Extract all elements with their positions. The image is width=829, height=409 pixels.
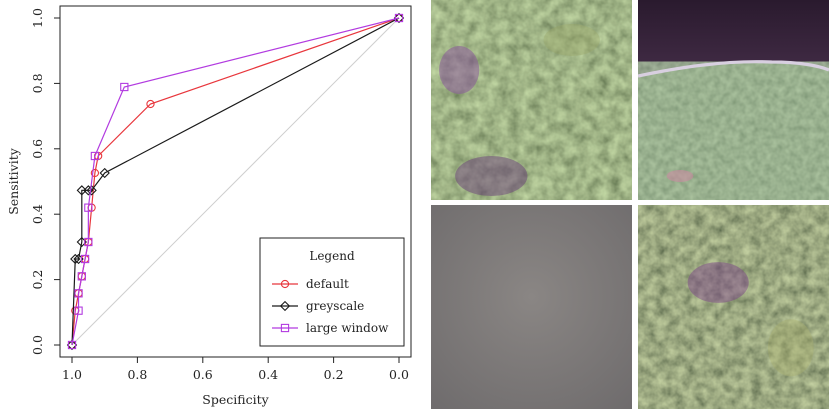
y-axis-label: Sensitivity: [6, 147, 21, 215]
data-point: [120, 82, 129, 92]
y-tick-label: 1.0: [30, 8, 45, 28]
data-point: [67, 340, 77, 350]
foliage-photo-bottom-right: [638, 205, 829, 409]
legend-label: default: [306, 277, 349, 291]
data-point: [70, 253, 81, 265]
legend-entry: default: [272, 277, 349, 291]
y-tick-label: 0.2: [30, 270, 45, 290]
plot-frame: [59, 5, 412, 358]
blank-grey-photo-bottom-left: [431, 205, 632, 409]
hillside-photo-top-right: [638, 0, 829, 200]
axis-layer: 1.0 0.8 0.6 0.4 0.2 0.0 0.0 0.2 0.4 0.6 0.8 1.0: [30, 8, 409, 382]
data-point: [393, 12, 405, 24]
series-line: [71, 17, 400, 346]
data-point: [90, 151, 100, 161]
legend-marker: [279, 300, 291, 312]
data-point: [77, 272, 86, 281]
foliage-photo-top-left: [431, 0, 632, 200]
legend-marker: [280, 279, 290, 289]
legend-entry: greyscale: [272, 299, 364, 313]
reference-diagonal-layer: [71, 17, 400, 346]
data-point: [80, 254, 90, 264]
x-axis-label: Specificity: [202, 392, 269, 407]
y-tick-label: 0.4: [30, 204, 45, 224]
legend-marker: [280, 323, 290, 333]
data-point: [74, 306, 83, 315]
data-point: [86, 185, 97, 196]
x-tick-label: 0.8: [127, 367, 147, 382]
data-point: [394, 13, 404, 23]
y-tick-label: 0.6: [30, 139, 45, 159]
legend-title: Legend: [309, 249, 355, 263]
series-line: [71, 17, 400, 346]
x-tick-label: 1.0: [62, 367, 82, 382]
series-large-window: [67, 13, 404, 350]
data-point: [66, 339, 78, 351]
legend-entries: default greyscale large window: [272, 277, 389, 335]
data-point: [146, 99, 155, 109]
x-tick-label: 0.2: [324, 367, 344, 382]
data-point: [90, 168, 100, 178]
reference-diagonal-line: [71, 17, 400, 346]
legend-label: greyscale: [306, 299, 364, 313]
x-tick-label: 0.4: [258, 367, 278, 382]
x-tick-label: 0.6: [193, 367, 213, 382]
data-point: [74, 289, 83, 298]
legend: Legend default greyscale large window: [259, 237, 405, 347]
series-layer: [66, 12, 405, 351]
legend-entry: large window: [272, 321, 389, 335]
y-tick-label: 0.8: [30, 73, 45, 93]
data-point: [84, 237, 93, 247]
legend-label: large window: [306, 321, 389, 335]
y-tick-label: 0.0: [30, 335, 45, 355]
roc-chart: 1.0 0.8 0.6 0.4 0.2 0.0 0.0 0.2 0.4 0.6 0.8 1.0 Spe…: [6, 5, 412, 407]
data-point: [99, 167, 110, 179]
data-point: [84, 203, 93, 212]
x-tick-label: 0.0: [389, 367, 409, 382]
